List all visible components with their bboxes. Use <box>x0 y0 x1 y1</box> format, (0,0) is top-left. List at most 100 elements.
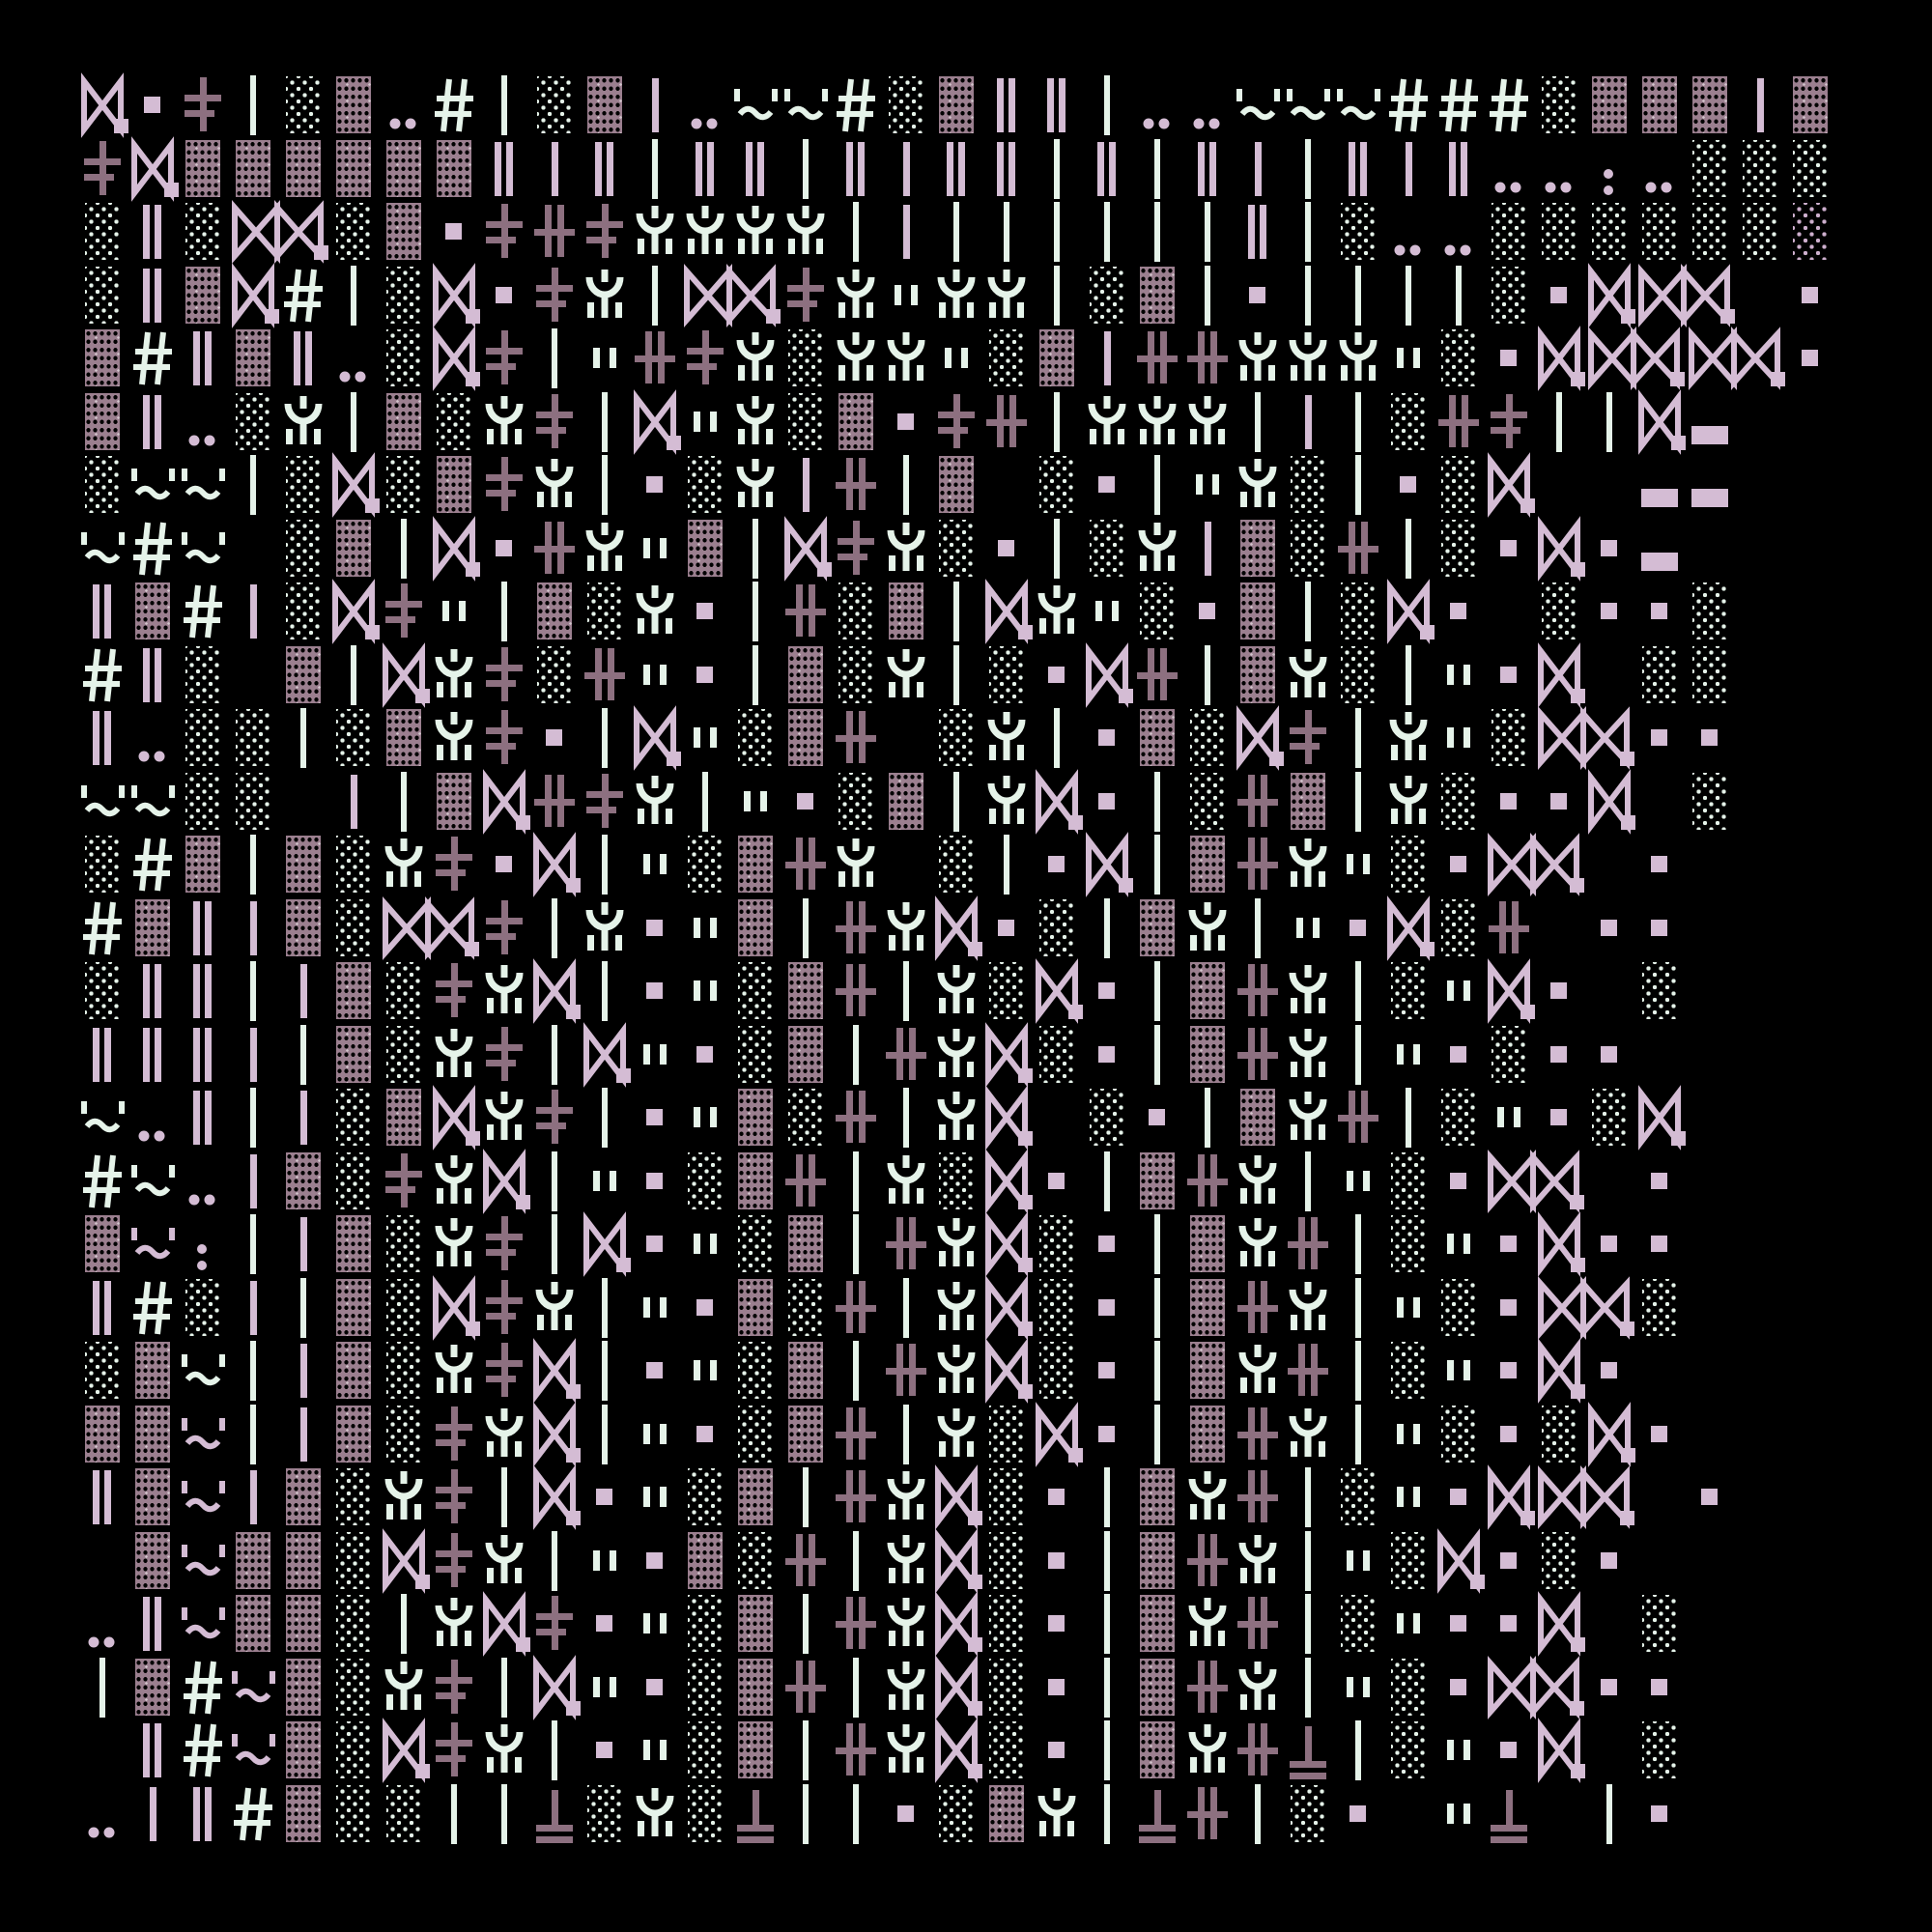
sparse-dot-block-mint <box>1383 1339 1434 1403</box>
cross-double-vertical-icon <box>1233 1403 1283 1466</box>
line-mint <box>1132 1023 1182 1087</box>
sparse-dot-block-mint <box>178 706 228 770</box>
trident-icon <box>931 1086 981 1150</box>
sparse-dot-block-mint <box>328 200 379 264</box>
dense-dot-block <box>128 1529 178 1593</box>
double-bar-icon <box>178 327 228 390</box>
dense-dot-block <box>128 580 178 643</box>
line-pink <box>328 770 379 834</box>
trident-icon <box>429 1023 479 1087</box>
line-pink <box>228 580 278 643</box>
sparse-dot-block-mint <box>1584 1086 1634 1150</box>
double-bar-icon <box>128 1023 178 1087</box>
bowtie-icon <box>429 1274 480 1341</box>
line-mint <box>1132 770 1182 834</box>
cross-double-horizontal-icon <box>529 264 580 327</box>
cross-double-vertical-icon <box>981 390 1032 454</box>
bowtie-icon <box>1032 1401 1083 1467</box>
sparse-dot-block-mint <box>328 1465 379 1529</box>
dense-dot-block <box>680 1529 730 1593</box>
trident-icon <box>1032 580 1082 643</box>
bowtie-icon <box>1534 1211 1585 1277</box>
hash-icon <box>178 1656 228 1719</box>
cross-double-horizontal-icon <box>379 1150 429 1213</box>
sparse-dot-block-mint <box>379 1403 429 1466</box>
line-mint <box>429 1782 479 1846</box>
tilde-marks-mint <box>1333 73 1383 137</box>
line-mint <box>1032 200 1082 264</box>
cross-double-vertical-icon <box>1233 770 1283 834</box>
trident-icon <box>881 1719 931 1782</box>
sparse-dot-block-mint <box>77 959 128 1023</box>
small-square <box>630 1656 680 1719</box>
hash-icon <box>228 1782 278 1846</box>
line-mint <box>228 959 278 1023</box>
trident-icon <box>1182 1719 1233 1782</box>
double-bar-icon <box>278 327 328 390</box>
cross-double-vertical-icon <box>1233 1276 1283 1340</box>
sparse-dot-block-mint <box>680 1782 730 1846</box>
trident-icon <box>1283 1403 1333 1466</box>
sparse-dot-block-mint <box>1634 959 1685 1023</box>
line-pink <box>228 1276 278 1340</box>
sparse-dot-block-mint <box>1634 1276 1685 1340</box>
small-square <box>630 1339 680 1403</box>
sparse-dot-block-mint <box>931 1150 981 1213</box>
sparse-dot-block-mint <box>379 264 429 327</box>
small-square <box>1484 327 1534 390</box>
line-mint <box>1132 200 1182 264</box>
small-square <box>479 833 529 896</box>
dense-dot-block <box>1132 1529 1182 1593</box>
dense-dot-block <box>1032 327 1082 390</box>
sparse-dot-block-mint <box>1434 1276 1484 1340</box>
line-mint <box>1283 200 1333 264</box>
double-bowtie-icon <box>1685 327 1785 390</box>
double-bar-icon <box>1182 137 1233 201</box>
sparse-dot-block-mint <box>881 73 931 137</box>
line-mint <box>1333 1212 1383 1276</box>
bowtie-icon <box>429 262 480 328</box>
bowtie-icon <box>981 1338 1033 1404</box>
dense-dot-block <box>128 1339 178 1403</box>
sparse-dot-block-mint <box>680 833 730 896</box>
double-bowtie-icon <box>1534 1275 1634 1340</box>
small-square <box>1685 706 1735 770</box>
dense-dot-block <box>278 833 328 896</box>
sparse-dot-block-mint <box>1685 770 1735 834</box>
sparse-dot-block-mint <box>1383 1529 1434 1593</box>
line-mint <box>479 580 529 643</box>
trident-icon <box>479 959 529 1023</box>
short-bar-pair <box>680 896 730 960</box>
small-square <box>1584 896 1634 960</box>
sparse-dot-block-mint <box>981 1465 1032 1529</box>
bowtie-icon <box>931 1718 982 1783</box>
line-mint <box>1132 833 1182 896</box>
line-mint <box>1333 453 1383 517</box>
trident-icon <box>529 453 580 517</box>
short-bar-pair <box>1333 833 1383 896</box>
sparse-dot-block-mint <box>178 1276 228 1340</box>
line-pink <box>1735 73 1785 137</box>
line-pink <box>781 453 831 517</box>
sparse-dot-block-mint <box>178 770 228 834</box>
small-square <box>1333 896 1383 960</box>
line-mint <box>1082 1465 1132 1529</box>
bowtie-icon <box>981 1211 1033 1277</box>
small-square <box>630 453 680 517</box>
trident-icon <box>630 580 680 643</box>
dot-pair <box>178 1150 228 1213</box>
line-pink <box>1182 517 1233 581</box>
line-mint <box>1383 1086 1434 1150</box>
bowtie-icon <box>931 1654 982 1720</box>
dot-pair <box>1434 200 1484 264</box>
bowtie-icon <box>1584 768 1635 835</box>
bowtie-icon <box>630 388 681 455</box>
dense-dot-block <box>1182 833 1233 896</box>
short-bar-pair <box>580 1150 630 1213</box>
trident-icon <box>429 1339 479 1403</box>
cross-double-vertical-icon <box>831 896 881 960</box>
bowtie-icon <box>379 641 430 708</box>
sparse-dot-block-mint <box>178 643 228 707</box>
dense-dot-block <box>781 1212 831 1276</box>
dot-pair <box>77 1782 128 1846</box>
